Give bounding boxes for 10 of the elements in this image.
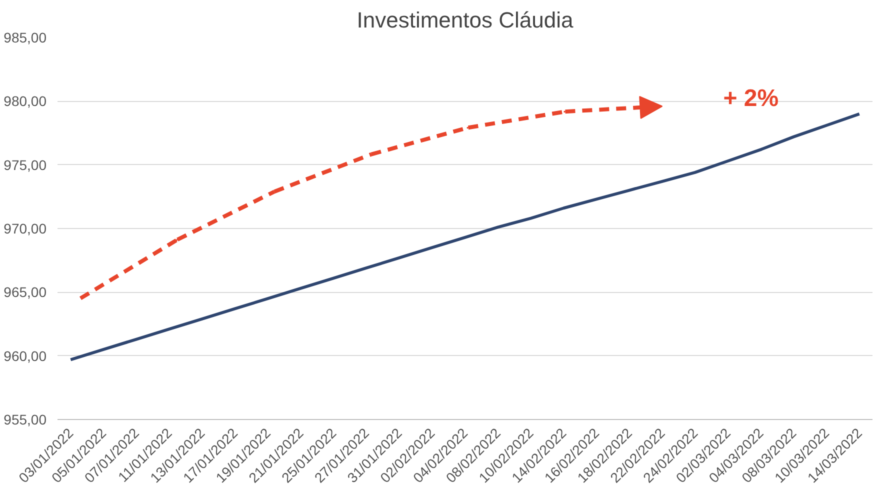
y-tick-label: 985,00 [4, 30, 47, 46]
y-tick-label: 965,00 [4, 284, 47, 300]
annotation: + 2% [723, 85, 779, 112]
y-tick-label: 975,00 [4, 156, 47, 173]
y-tick-label: 960,00 [4, 348, 47, 364]
y-tick-label: 970,00 [4, 220, 47, 236]
y-tick-label: 980,00 [4, 93, 47, 110]
y-tick-label: 955,00 [4, 412, 47, 428]
chart-title: Investimentos Cláudia [356, 8, 574, 32]
line-series [69, 112, 861, 362]
